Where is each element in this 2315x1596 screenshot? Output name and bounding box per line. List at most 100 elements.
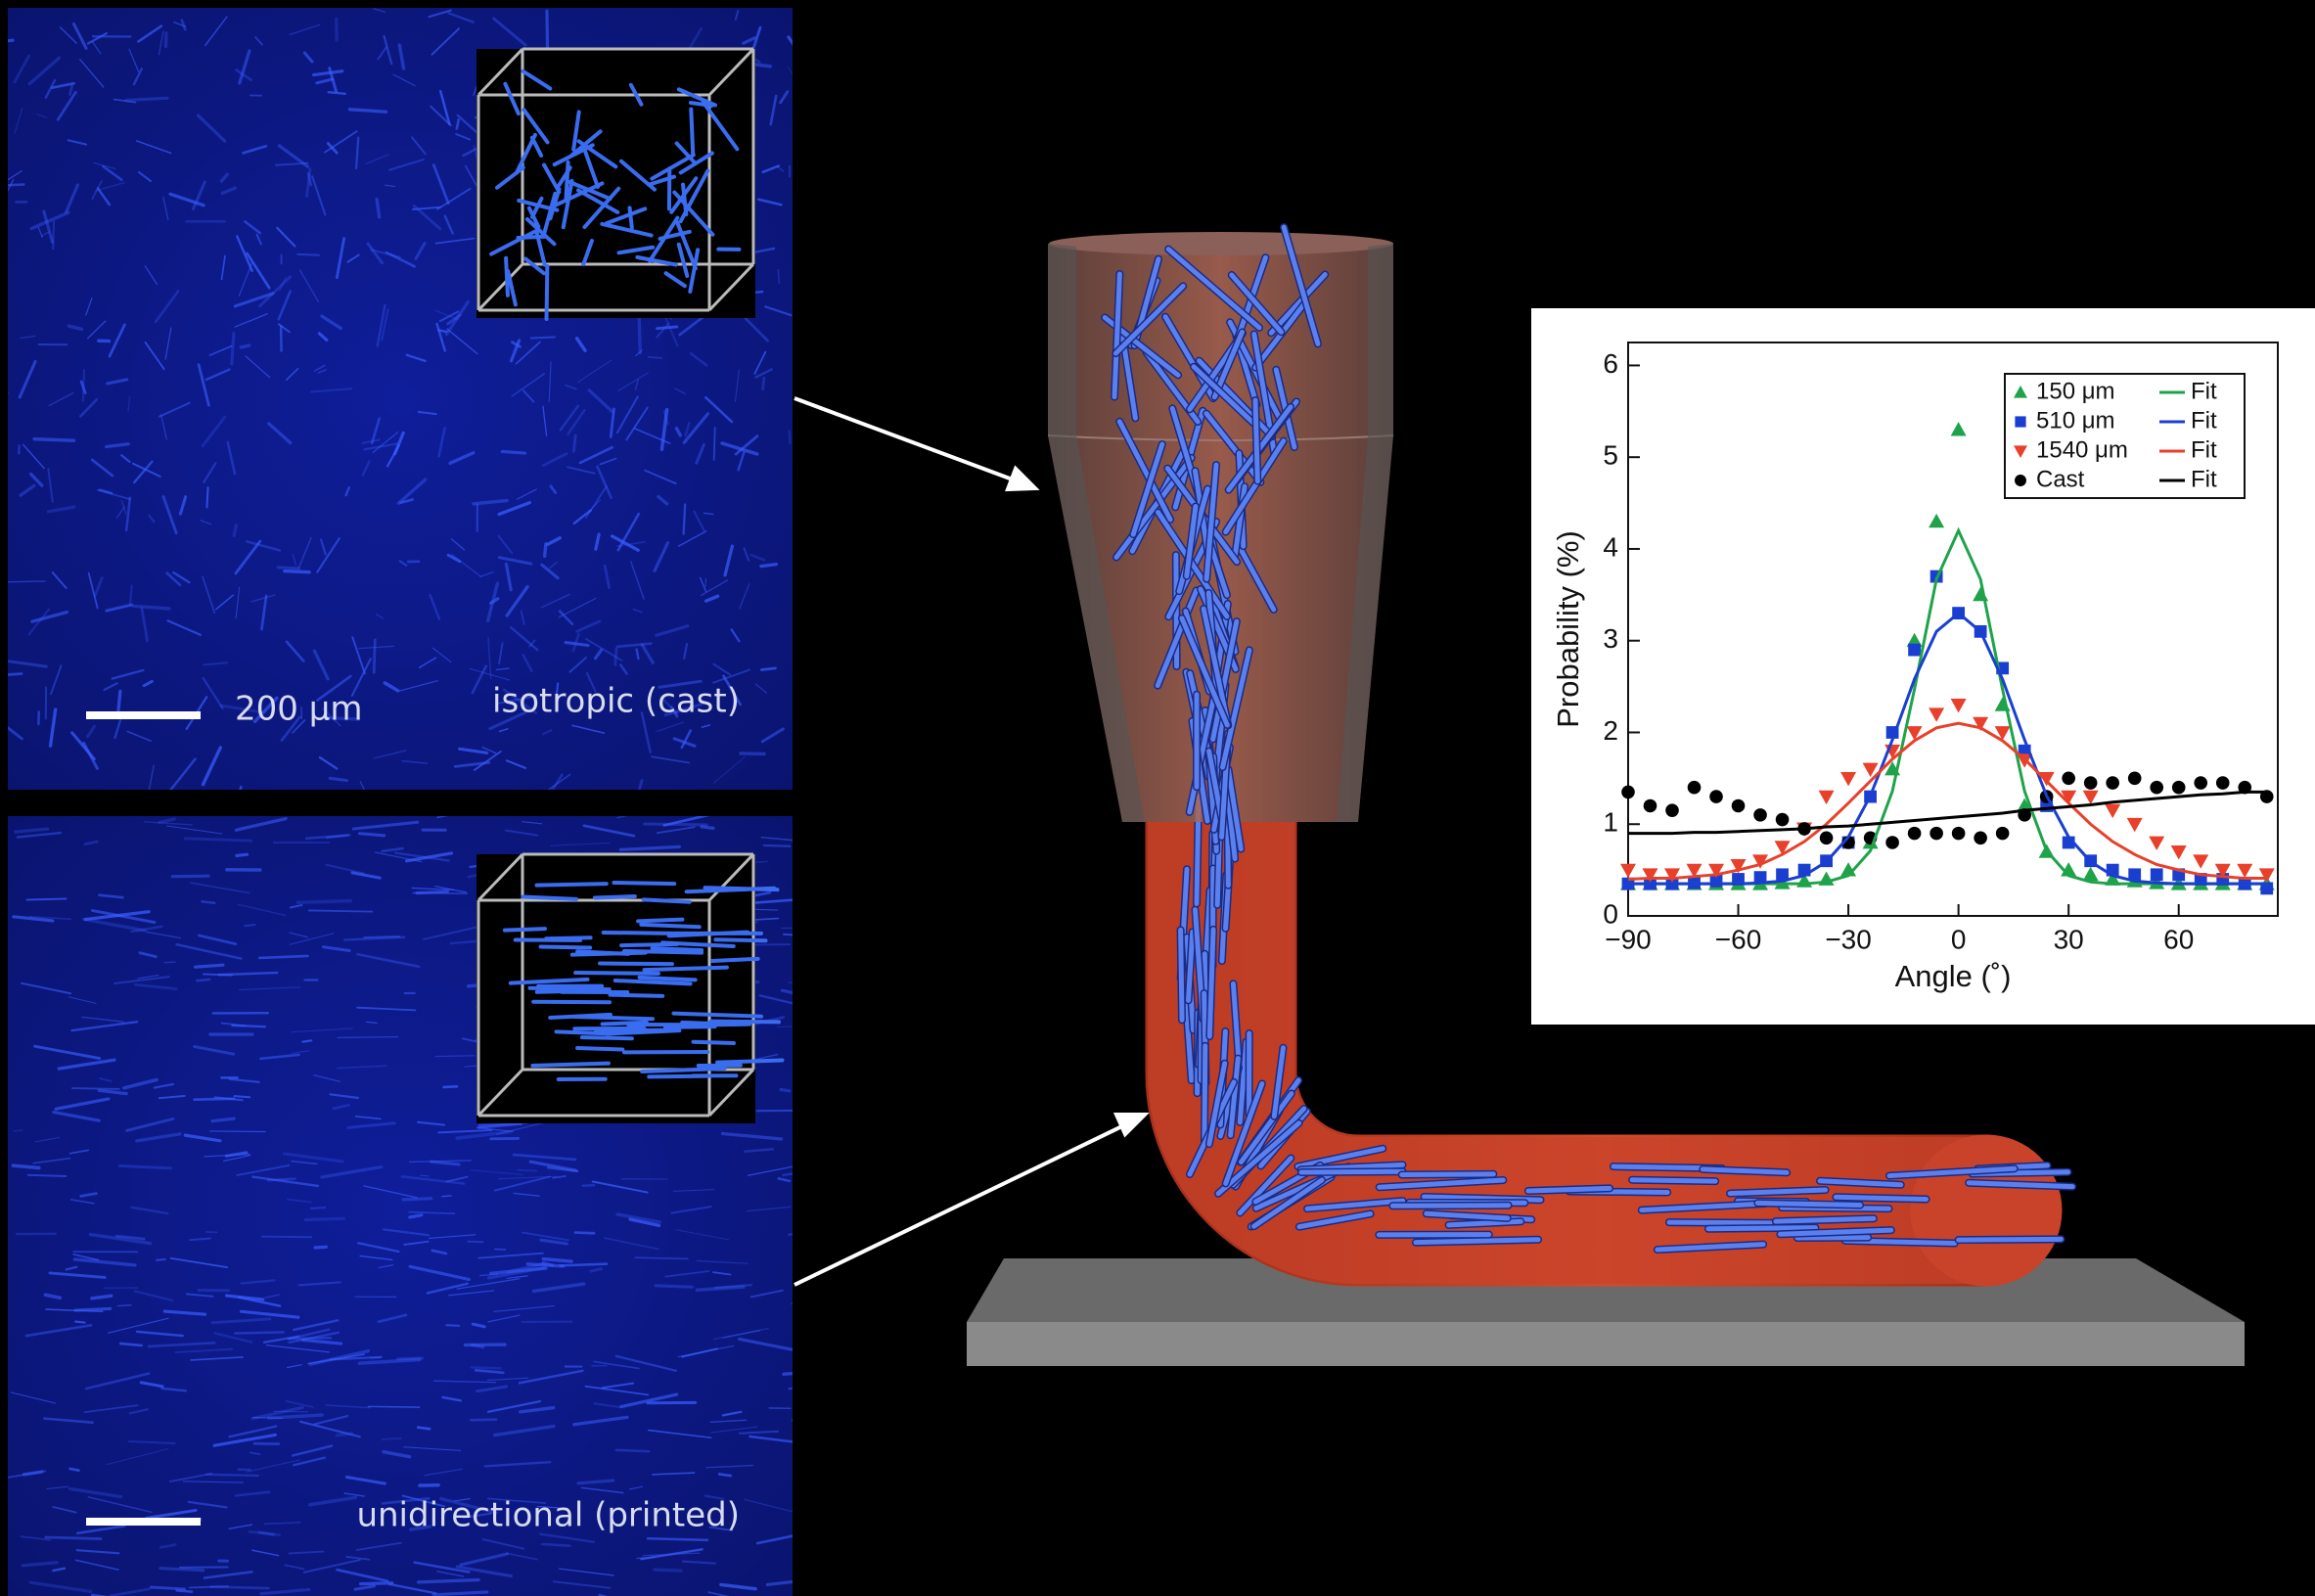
cube-fiber xyxy=(574,1017,653,1019)
texture-streak xyxy=(72,1088,119,1089)
fiber xyxy=(1702,1169,1787,1172)
texture-streak xyxy=(781,1089,790,1090)
cube-fiber xyxy=(537,991,583,992)
fiber xyxy=(1959,1239,2062,1240)
texture-streak xyxy=(790,431,791,442)
texture-streak xyxy=(545,544,546,557)
texture-streak xyxy=(573,435,575,451)
texture-streak xyxy=(418,1428,430,1430)
x-tick-label: −30 xyxy=(1825,924,1872,954)
fiber xyxy=(1776,1218,1874,1221)
texture-streak xyxy=(3,581,45,582)
texture-streak xyxy=(204,974,232,975)
texture-streak xyxy=(206,487,207,507)
texture-streak xyxy=(361,1583,392,1584)
data-point xyxy=(1996,827,2010,841)
cube-fiber xyxy=(595,896,635,897)
texture-streak xyxy=(309,910,373,911)
texture-streak xyxy=(160,1569,204,1571)
texture-streak xyxy=(75,1308,111,1310)
texture-streak xyxy=(172,876,208,877)
texture-streak xyxy=(268,1179,295,1181)
texture-streak xyxy=(196,965,223,967)
cube-fiber xyxy=(505,929,545,931)
cube-fiber xyxy=(712,959,758,961)
cube-fiber xyxy=(603,1023,647,1025)
texture-streak xyxy=(403,1199,431,1200)
data-point xyxy=(1952,827,1966,841)
cube-fiber xyxy=(694,1042,734,1043)
cube-fiber xyxy=(582,1037,632,1038)
legend-label: 1540 μm xyxy=(2036,436,2128,463)
x-tick-label: 0 xyxy=(1951,924,1967,954)
cube-fiber xyxy=(644,899,690,901)
texture-streak xyxy=(232,334,234,364)
texture-streak xyxy=(705,578,706,586)
cube-fiber xyxy=(547,266,548,319)
texture-streak xyxy=(241,345,249,347)
texture-streak xyxy=(235,1332,283,1333)
texture-streak xyxy=(278,568,299,569)
data-point xyxy=(2106,776,2119,790)
legend-marker xyxy=(2015,475,2026,486)
data-point xyxy=(1644,799,1657,813)
texture-streak xyxy=(761,668,775,670)
data-point xyxy=(2172,781,2186,795)
fiber xyxy=(1708,1228,1816,1229)
texture-streak xyxy=(719,1474,731,1476)
texture-streak xyxy=(75,1322,84,1323)
nozzle-top xyxy=(1049,232,1393,255)
data-point xyxy=(1908,644,1921,657)
cube-fiber xyxy=(691,110,693,154)
texture-streak xyxy=(531,337,555,338)
cube-fiber xyxy=(717,1060,782,1062)
texture-streak xyxy=(245,925,254,926)
texture-streak xyxy=(472,1367,501,1368)
cube-fiber xyxy=(575,973,658,974)
texture-streak xyxy=(446,1325,459,1326)
cube-fiber xyxy=(541,947,591,948)
data-point xyxy=(2194,776,2207,790)
fiber xyxy=(1402,1174,1494,1175)
cube-fiber xyxy=(715,939,765,940)
legend-label: Fit xyxy=(2191,436,2217,463)
texture-streak xyxy=(410,1215,422,1217)
texture-streak xyxy=(177,1590,192,1591)
data-point xyxy=(2216,776,2230,790)
cube-fiber xyxy=(611,995,663,996)
data-point xyxy=(1929,827,1943,841)
texture-streak xyxy=(13,1165,39,1167)
texture-streak xyxy=(211,1587,269,1588)
cube-fiber xyxy=(600,964,672,965)
fiber xyxy=(1181,930,1182,1020)
y-tick-label: 5 xyxy=(1603,440,1618,471)
texture-streak xyxy=(383,1438,401,1439)
texture-streak xyxy=(442,1196,451,1197)
panel-label: isotropic (cast) xyxy=(492,682,740,721)
legend-marker xyxy=(2015,416,2025,427)
texture-streak xyxy=(53,222,54,250)
texture-streak xyxy=(364,936,399,937)
cube-fiber xyxy=(530,988,610,989)
texture-streak xyxy=(26,898,66,899)
texture-streak xyxy=(151,1587,184,1589)
texture-streak xyxy=(368,1406,419,1407)
legend-label: Fit xyxy=(2191,407,2217,433)
texture-streak xyxy=(338,1037,397,1038)
texture-streak xyxy=(46,1537,101,1539)
fiber xyxy=(1730,1190,1826,1194)
cube-fiber xyxy=(653,948,703,950)
texture-streak xyxy=(561,1264,608,1266)
y-tick-label: 2 xyxy=(1603,715,1618,746)
scale-bar-label: 200 μm xyxy=(235,690,362,729)
texture-streak xyxy=(234,525,236,536)
texture-streak xyxy=(764,845,790,846)
texture-streak xyxy=(542,1544,569,1546)
texture-streak xyxy=(206,1475,257,1476)
texture-streak xyxy=(518,1170,536,1171)
texture-streak xyxy=(547,11,548,47)
texture-streak xyxy=(756,65,770,67)
cube-fiber xyxy=(532,1064,609,1066)
data-point xyxy=(1974,832,1987,845)
texture-streak xyxy=(297,254,319,255)
